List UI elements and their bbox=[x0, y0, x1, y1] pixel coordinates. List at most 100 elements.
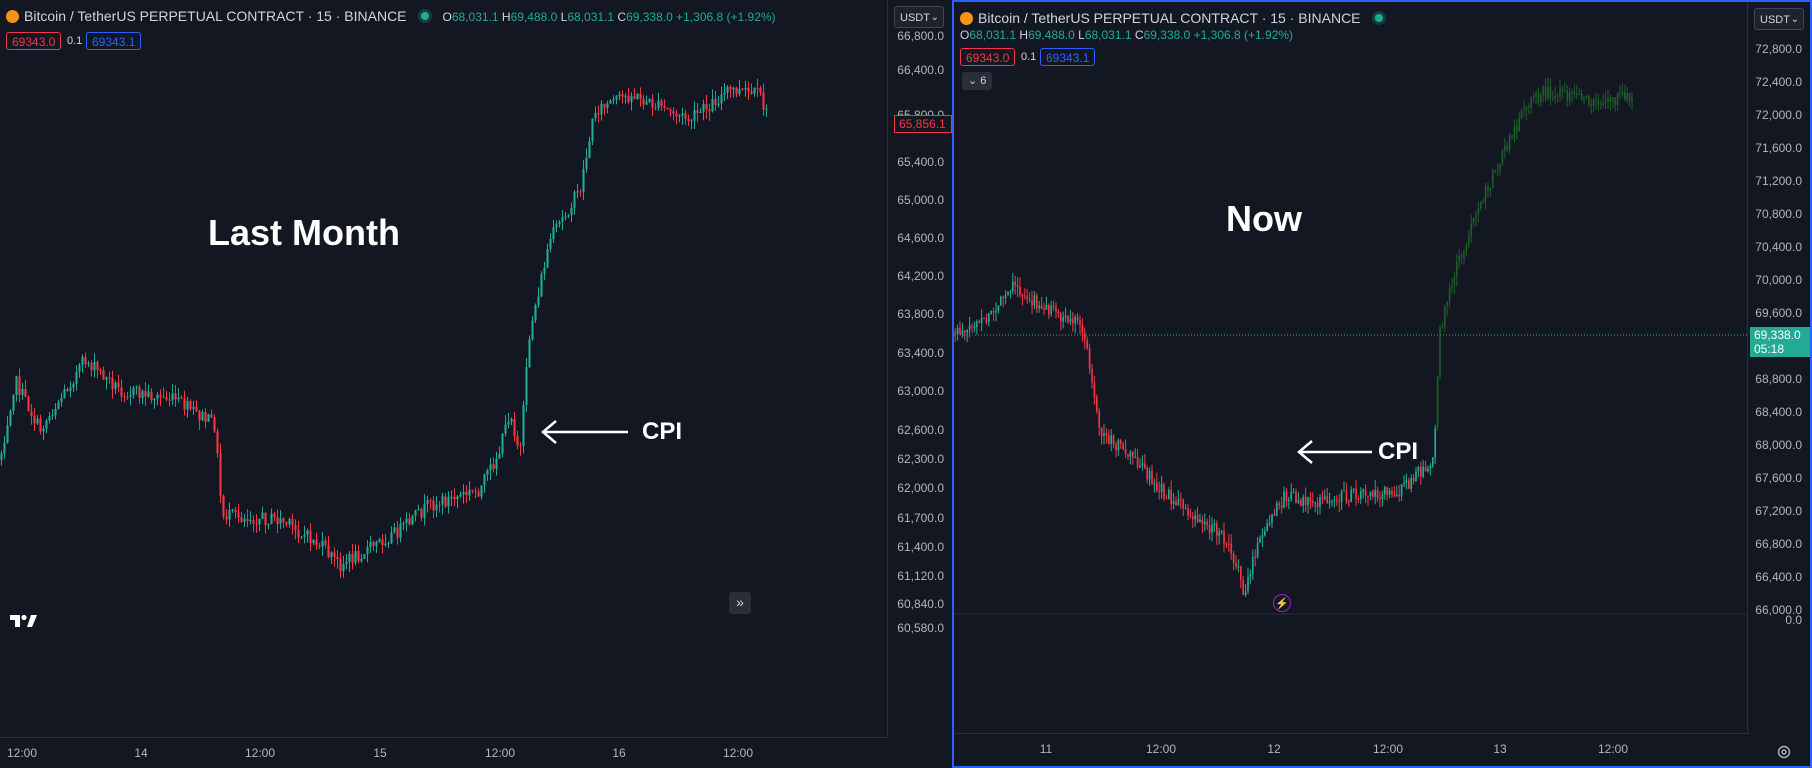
candle-body bbox=[156, 394, 159, 399]
chart-pane-now[interactable]: Bitcoin / TetherUS PERPETUAL CONTRACT · … bbox=[952, 0, 1812, 768]
candle-body bbox=[1067, 315, 1069, 322]
candle-body bbox=[1458, 256, 1461, 262]
candle-body bbox=[510, 419, 513, 422]
candle-body bbox=[12, 394, 15, 411]
candle-body bbox=[1033, 295, 1036, 306]
price-tick: 64,600.0 bbox=[897, 231, 944, 245]
currency-selector[interactable]: USDT ⌄ bbox=[1754, 8, 1804, 30]
candles-left bbox=[0, 78, 768, 579]
price-tick: 65,000.0 bbox=[897, 193, 944, 207]
price-scale-right[interactable]: USDT ⌄ 72,800.0 72,400.0 72,000.0 71,600.0 71… bbox=[1747, 2, 1810, 766]
time-tick: 12:00 bbox=[484, 746, 516, 760]
candle-body bbox=[315, 539, 318, 546]
price-tick: 66,000.0 bbox=[1755, 603, 1802, 617]
candle-body bbox=[1062, 316, 1065, 322]
sell-price-button[interactable]: 69343.0 bbox=[960, 48, 1016, 66]
candle-body bbox=[231, 509, 234, 511]
currency-selector[interactable]: USDT ⌄ bbox=[894, 6, 944, 28]
time-tick: 13 bbox=[1493, 742, 1507, 756]
candle-body bbox=[594, 113, 597, 119]
candle-body bbox=[1244, 591, 1247, 595]
candle-body bbox=[999, 296, 1002, 306]
candlestick-plot-right[interactable] bbox=[954, 2, 1750, 736]
candle-body bbox=[627, 95, 630, 103]
candle-body bbox=[498, 453, 501, 459]
candle-body bbox=[990, 310, 993, 314]
candle-body bbox=[516, 436, 519, 446]
price-tick: 68,400.0 bbox=[1755, 405, 1802, 419]
buy-price-button[interactable]: 69343.1 bbox=[86, 32, 142, 50]
candlestick-plot-left[interactable] bbox=[0, 0, 888, 738]
candle-body bbox=[1050, 305, 1053, 315]
spread-value: 0.1 bbox=[1021, 51, 1037, 63]
candle-body bbox=[405, 518, 408, 523]
candle-body bbox=[633, 96, 636, 99]
candle-body bbox=[1412, 478, 1415, 482]
time-axis-right[interactable]: 11 12:00 12 12:00 13 12:00 bbox=[954, 733, 1750, 766]
candle-body bbox=[93, 361, 96, 371]
price-scale-left[interactable]: USDT⌄ 66,800.066,400.065,800.065,400.065… bbox=[887, 0, 952, 738]
candle-body bbox=[1134, 457, 1137, 459]
time-tick: 12:00 bbox=[244, 746, 276, 760]
settings-icon[interactable] bbox=[1776, 744, 1792, 760]
symbol-title[interactable]: Bitcoin / TetherUS PERPETUAL CONTRACT · … bbox=[978, 10, 1361, 26]
candle-body bbox=[1347, 501, 1350, 503]
candle-body bbox=[183, 398, 186, 410]
candle-body bbox=[27, 396, 30, 412]
candle-body bbox=[63, 389, 66, 398]
price-tick: 66,800.0 bbox=[1755, 537, 1802, 551]
candle-body bbox=[240, 517, 243, 522]
chart-pane-last-month[interactable]: Bitcoin / TetherUS PERPETUAL CONTRACT · … bbox=[0, 0, 952, 768]
candle-body bbox=[1403, 482, 1405, 485]
candle-body bbox=[339, 558, 342, 572]
candle-body bbox=[690, 120, 693, 122]
time-axis-left[interactable]: 12:00 14 12:00 15 12:00 16 12:00 bbox=[0, 737, 888, 768]
candle-body bbox=[1391, 490, 1393, 495]
candle-body bbox=[1511, 135, 1513, 138]
price-tick: 63,800.0 bbox=[897, 307, 944, 321]
candle-body bbox=[1155, 482, 1158, 491]
candle-body bbox=[609, 100, 612, 104]
candle-body bbox=[558, 221, 561, 225]
candle-body bbox=[543, 267, 546, 274]
candle-body bbox=[1278, 503, 1281, 506]
collapse-indicators-button[interactable]: ⌄ 6 bbox=[962, 72, 993, 90]
candle-body bbox=[1179, 499, 1182, 501]
candle-body bbox=[270, 513, 273, 524]
candle-body bbox=[3, 442, 6, 454]
candle-body bbox=[765, 108, 768, 110]
price-tick: 71,600.0 bbox=[1755, 141, 1802, 155]
candle-body bbox=[1357, 499, 1360, 501]
sell-price-button[interactable]: 69343.0 bbox=[6, 32, 62, 50]
candle-body bbox=[1023, 295, 1026, 297]
candle-body bbox=[744, 87, 747, 90]
candle-body bbox=[1119, 440, 1122, 444]
candle-body bbox=[1501, 150, 1504, 164]
candle-body bbox=[261, 512, 264, 519]
scroll-to-realtime-button[interactable]: » bbox=[729, 592, 751, 614]
candle-body bbox=[588, 141, 591, 158]
candle-body bbox=[1592, 99, 1595, 107]
candle-body bbox=[369, 541, 372, 547]
candle-body bbox=[1302, 496, 1305, 506]
candle-body bbox=[1323, 496, 1326, 499]
tradingview-logo-icon[interactable] bbox=[8, 612, 38, 630]
chevron-down-icon: ⌄ bbox=[968, 75, 978, 87]
candle-body bbox=[1218, 532, 1221, 536]
candle-body bbox=[1208, 524, 1211, 533]
candle-body bbox=[1362, 489, 1365, 492]
candle-body bbox=[1566, 90, 1569, 101]
candle-body bbox=[36, 418, 39, 424]
candle-body bbox=[45, 420, 48, 429]
candle-body bbox=[204, 412, 207, 422]
lightning-event-icon[interactable]: ⚡ bbox=[1273, 594, 1291, 612]
buy-price-button[interactable]: 69343.1 bbox=[1040, 48, 1096, 66]
candle-body bbox=[1583, 97, 1585, 100]
candle-body bbox=[1086, 340, 1089, 349]
time-tick: 12:00 bbox=[1372, 742, 1404, 756]
candle-body bbox=[732, 87, 735, 90]
symbol-title[interactable]: Bitcoin / TetherUS PERPETUAL CONTRACT · … bbox=[24, 8, 407, 24]
candle-body bbox=[75, 371, 78, 384]
candle-body bbox=[33, 416, 36, 424]
candle-body bbox=[276, 517, 279, 524]
